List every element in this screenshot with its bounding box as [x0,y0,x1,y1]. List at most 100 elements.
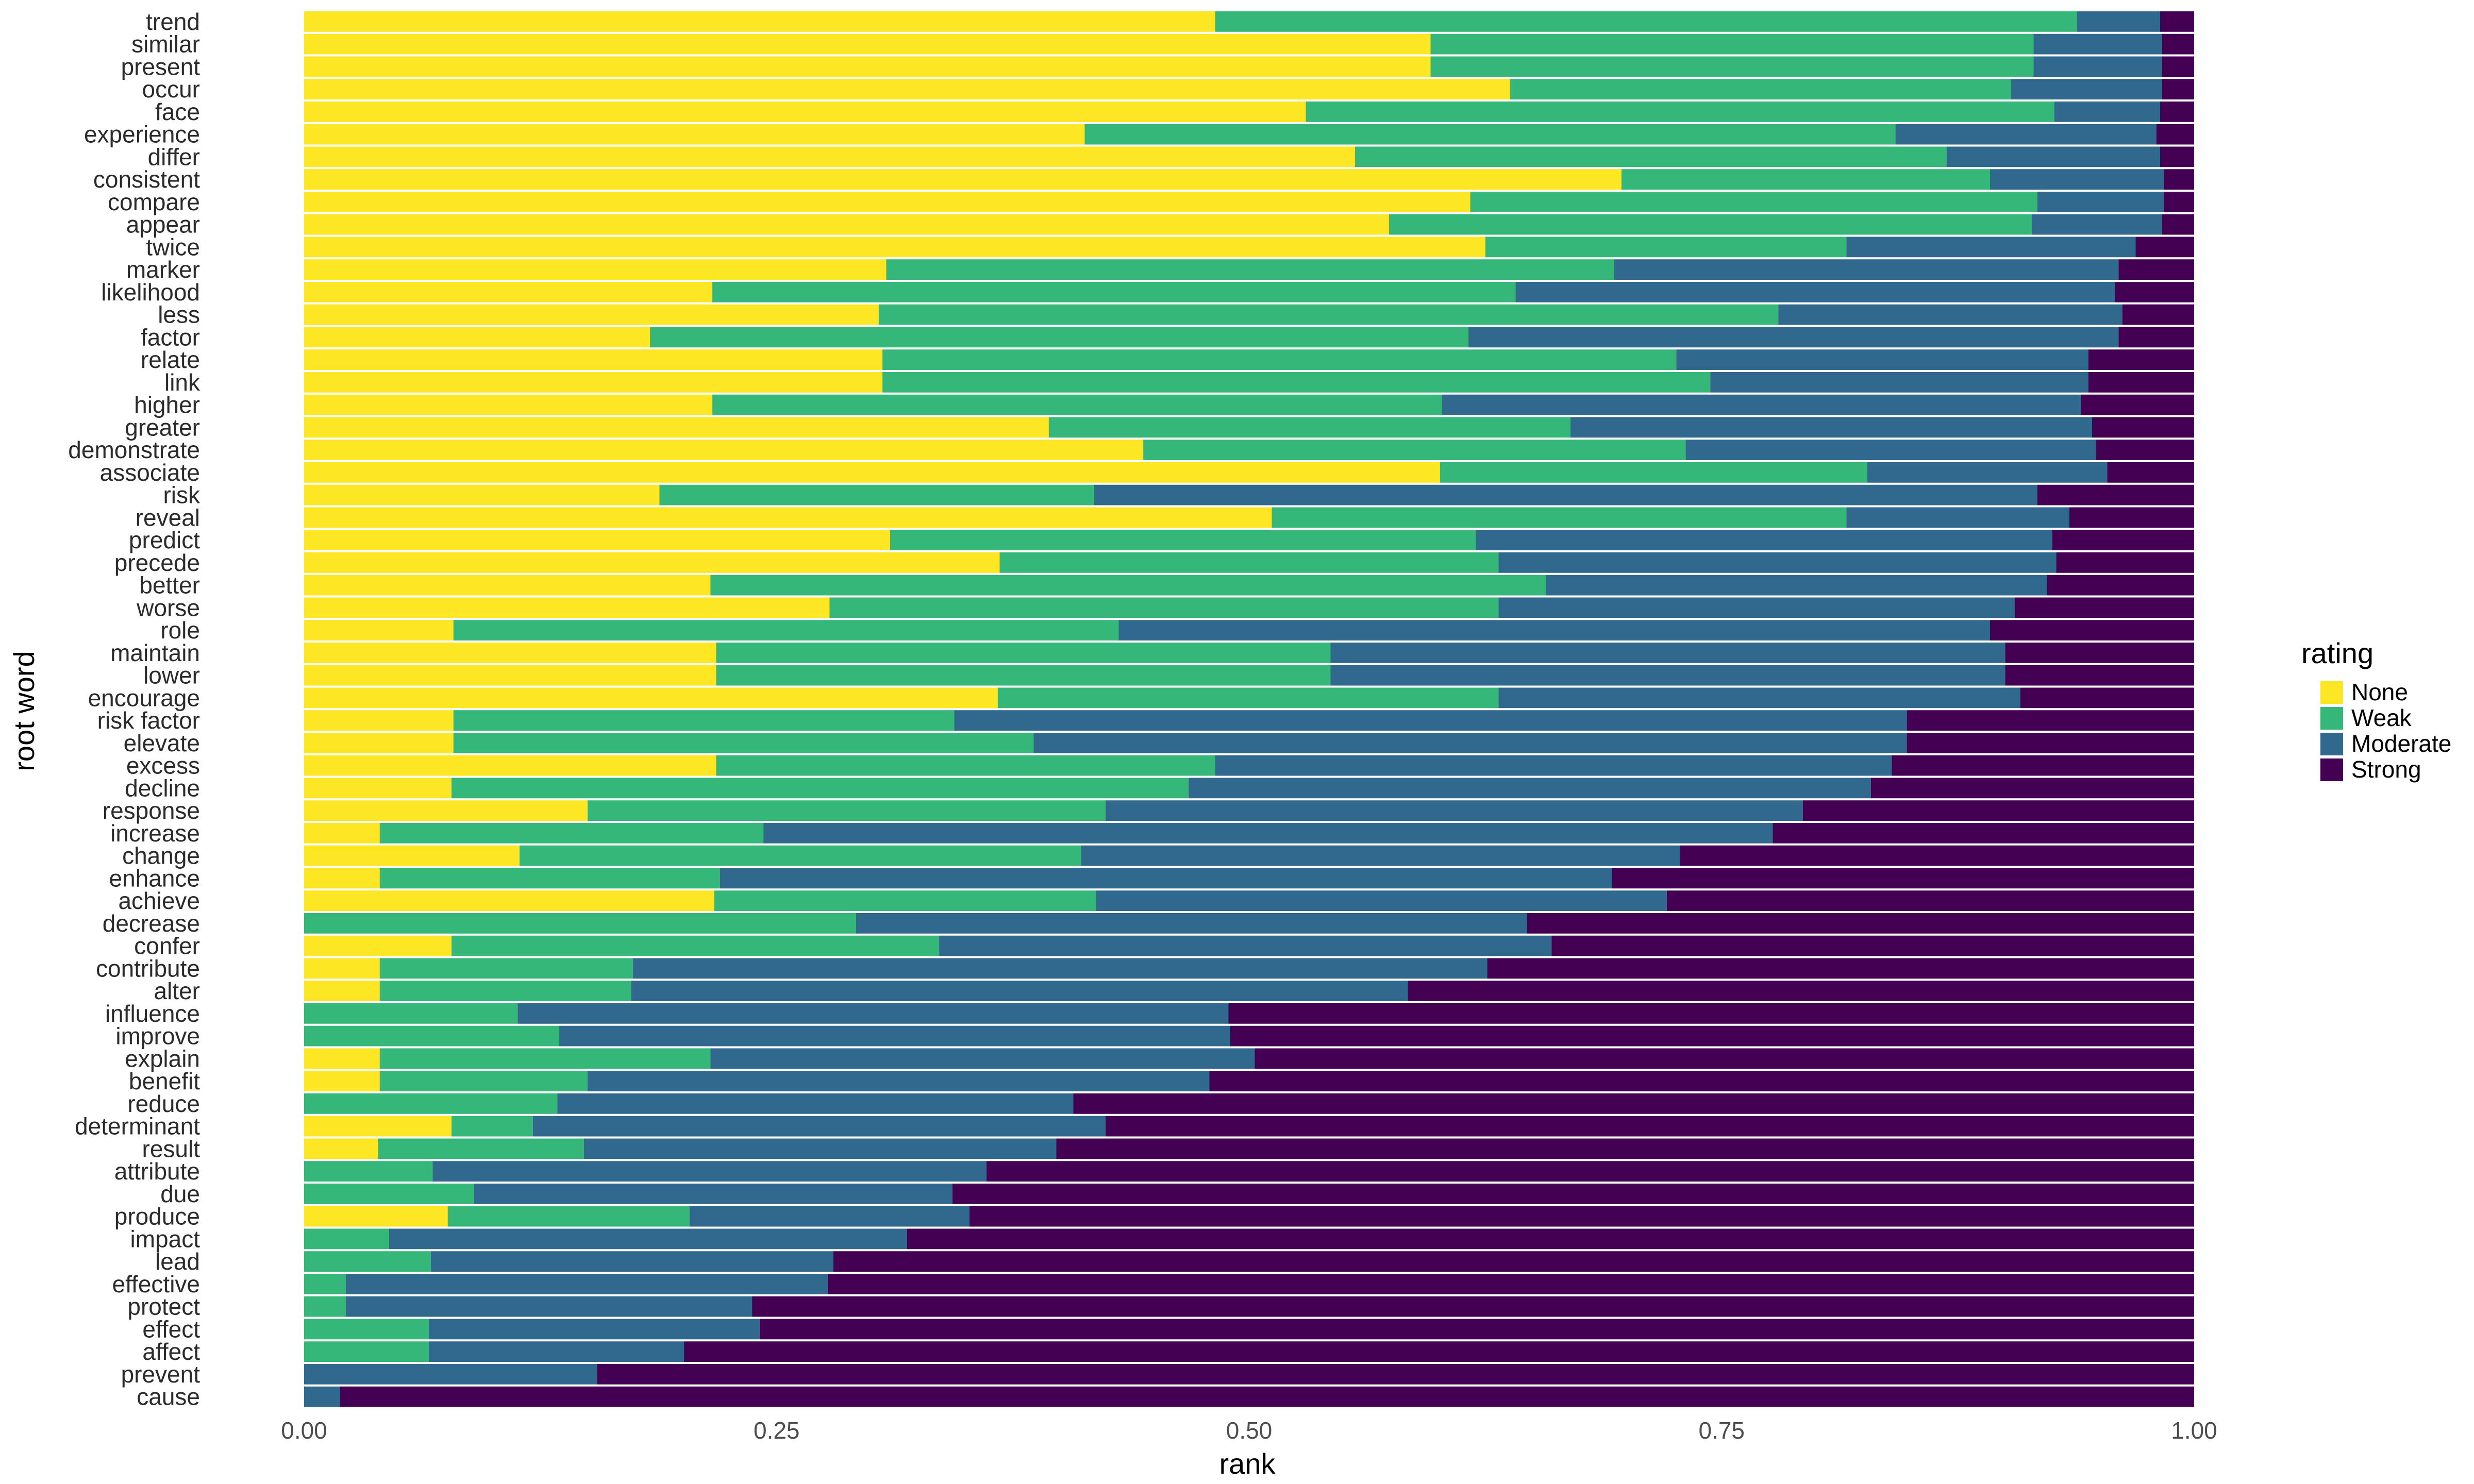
y-tick-label: enhance [109,865,200,891]
bar-alter-strong [1408,981,2194,1001]
bar-worse-strong [2014,597,2194,618]
bar-increase-none [304,823,380,844]
y-tick-label: link [164,369,200,396]
y-tick-label: appear [126,211,200,238]
bar-result-weak [378,1138,584,1159]
legend-label-weak: Weak [2351,704,2412,731]
bar-reveal-none [304,507,1272,528]
bar-worse-none [304,597,830,618]
bar-reveal-moderate [1846,507,2069,528]
bar-decrease-strong [1527,913,2194,934]
bar-excess-weak [716,755,1215,776]
legend-swatch-strong [2320,758,2343,781]
bar-greater-strong [2092,417,2194,438]
y-tick-label: decrease [103,910,200,937]
bar-higher-none [304,394,713,415]
bar-contribute-strong [1487,958,2194,979]
y-tick-label: predict [129,527,200,553]
bar-higher-strong [2080,394,2194,415]
legend-swatch-weak [2320,707,2343,730]
bar-lead-strong [833,1251,2194,1272]
y-tick-label: change [122,842,200,869]
bar-enhance-weak [379,868,720,889]
bar-benefit-moderate [588,1071,1210,1091]
x-tick-label: 0.25 [754,1417,800,1444]
y-tick-label: occur [142,76,200,103]
bar-determinant-weak [452,1116,533,1137]
y-tick-label: lead [155,1248,200,1275]
bar-precede-weak [999,552,1499,573]
legend-label-moderate: Moderate [2351,730,2451,757]
bar-contribute-none [304,958,380,979]
bar-predict-none [304,530,890,550]
x-tick-label: 0.75 [1698,1417,1745,1444]
y-tick-label: associate [100,459,200,486]
bar-achieve-strong [1666,890,2194,911]
bar-increase-weak [379,823,764,844]
x-tick-label: 0.00 [281,1417,327,1444]
bar-predict-moderate [1476,530,2052,550]
bar-relate-weak [882,349,1677,370]
x-tick-label: 0.50 [1226,1417,1273,1444]
bar-role-weak [453,620,1119,640]
bar-lead-weak [304,1251,431,1272]
bar-risk-weak [659,484,1094,505]
bar-benefit-strong [1209,1071,2194,1091]
bar-better-none [304,575,711,596]
bar-attribute-strong [986,1161,2194,1182]
bar-improve-weak [304,1025,560,1047]
bar-consistent-moderate [1990,169,2164,190]
bar-alter-weak [379,981,631,1001]
bar-lower-none [304,665,716,686]
y-tick-label: produce [114,1203,200,1230]
bar-differ-strong [2160,146,2194,167]
y-tick-label: result [142,1135,200,1162]
bar-factor-moderate [1468,327,2119,348]
bar-reveal-weak [1272,507,1847,528]
y-tick-label: determinant [75,1113,200,1140]
bar-affect-strong [684,1341,2195,1362]
bar-relate-moderate [1676,349,2088,370]
bar-consistent-strong [2164,169,2194,190]
bar-demonstrate-none [304,440,1144,460]
bar-reduce-weak [304,1093,558,1114]
bar-marker-strong [2118,259,2194,280]
y-tick-label: cause [137,1384,200,1410]
bar-elevate-none [304,733,454,753]
bar-effective-strong [827,1274,2194,1294]
bar-appear-weak [1389,214,2032,235]
bar-explain-none [304,1048,380,1069]
bar-encourage-strong [2020,687,2194,709]
bar-relate-strong [2088,349,2194,370]
bar-lead-moderate [430,1251,833,1272]
bar-increase-moderate [763,823,1773,844]
bar-maintain-none [304,643,716,663]
bar-elevate-moderate [1033,733,1907,753]
bar-effect-strong [759,1319,2194,1340]
y-tick-label: benefit [129,1068,200,1094]
bar-precede-moderate [1498,552,2057,573]
bar-face-weak [1306,102,2054,122]
bar-experience-weak [1084,124,1896,145]
y-tick-label: precede [114,549,200,576]
bar-increase-strong [1773,823,2194,844]
y-tick-label: effect [142,1316,200,1342]
bar-trend-strong [2160,11,2194,32]
bar-achieve-moderate [1096,890,1667,911]
bar-decline-none [304,778,452,799]
bar-produce-none [304,1206,448,1227]
bar-greater-moderate [1570,417,2092,438]
bar-demonstrate-strong [2096,440,2194,460]
bar-link-weak [882,372,1711,393]
y-tick-label: relate [141,346,200,373]
bars-layer [304,11,2195,1407]
y-tick-label: greater [125,414,200,441]
bar-determinant-moderate [532,1116,1106,1137]
bar-face-strong [2160,102,2194,122]
bar-affect-weak [304,1341,429,1362]
bar-determinant-strong [1105,1116,2194,1137]
bar-twice-weak [1485,237,1847,258]
bar-response-weak [588,800,1106,821]
bar-decline-strong [1870,778,2194,799]
